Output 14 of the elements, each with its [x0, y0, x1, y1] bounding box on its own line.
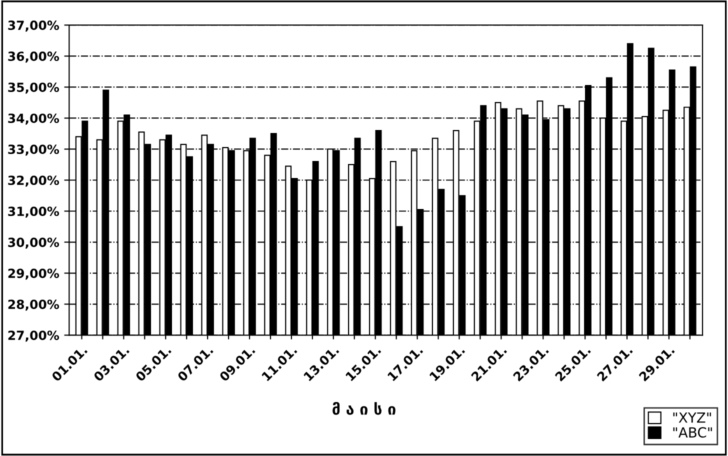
y-tick-label: 33,00% [8, 144, 60, 156]
y-tick-label: 28,00% [8, 300, 60, 311]
y-tick-label: 36,00% [8, 52, 60, 63]
y-tick-label: 31,00% [8, 206, 60, 218]
y-tick-label: 29,00% [8, 268, 60, 280]
x-axis-title: მ ა ი ს ი [332, 402, 396, 415]
y-tick-label: 30,00% [8, 238, 60, 249]
y-tick-label: 37,00% [8, 20, 60, 32]
y-tick-label: 34,00% [8, 114, 60, 125]
legend-label: "XYZ" [673, 412, 711, 423]
legend-label: "ABC" [673, 427, 712, 438]
y-tick-label: 27,00% [8, 330, 60, 342]
y-tick-label: 35,00% [8, 82, 60, 94]
y-tick-label: 32,00% [8, 176, 60, 187]
